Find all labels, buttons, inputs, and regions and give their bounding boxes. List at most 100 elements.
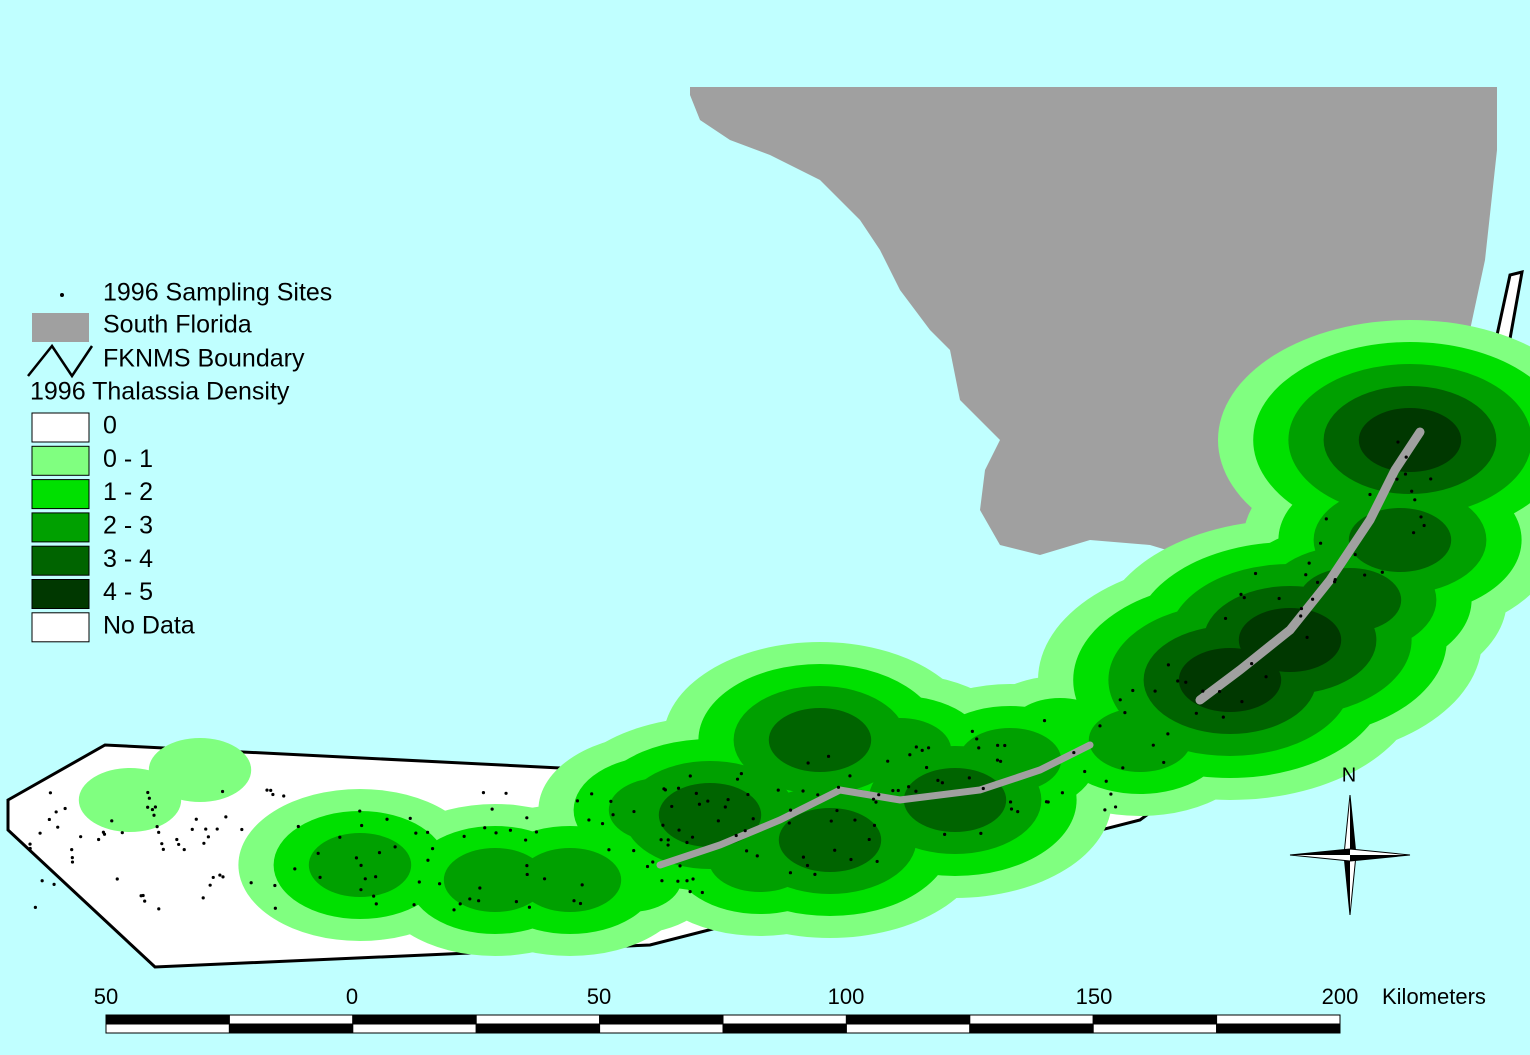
sampling-site [240, 827, 244, 832]
scale-segment [352, 1023, 477, 1034]
scale-segment [1216, 1023, 1341, 1034]
sampling-site [1153, 689, 1157, 693]
sampling-site [152, 813, 156, 817]
sampling-site [1404, 455, 1408, 459]
legend-swatch [31, 412, 90, 443]
sampling-site [1395, 477, 1399, 481]
sampling-site [115, 877, 119, 881]
sampling-site [527, 905, 532, 909]
sampling-site [363, 877, 367, 881]
sampling-site [374, 875, 378, 879]
sampling-site [1166, 663, 1170, 667]
lower-keys [656, 741, 1094, 869]
sampling-site [651, 860, 655, 864]
sampling-site [1429, 477, 1433, 481]
sampling-site [739, 772, 743, 776]
sampling-site [1123, 711, 1127, 715]
sampling-site [525, 816, 529, 820]
sampling-site [590, 792, 594, 796]
sampling-site [1194, 711, 1198, 715]
sampling-site [201, 896, 205, 900]
sampling-site [853, 818, 857, 822]
sampling-site [1016, 810, 1020, 814]
density-zone [518, 848, 622, 912]
sampling-site [338, 835, 342, 839]
sampling-site [1118, 698, 1122, 702]
sampling-site [907, 785, 911, 789]
sampling-site [211, 875, 215, 880]
sampling-site [1419, 515, 1423, 519]
sampling-site [269, 788, 273, 792]
sampling-site [661, 823, 665, 827]
sampling-site [926, 746, 931, 750]
sampling-site [477, 899, 481, 903]
sampling-site [920, 748, 924, 752]
sampling-site [611, 813, 615, 817]
sampling-site [271, 792, 275, 797]
sampling-site [481, 790, 486, 795]
sampling-site [221, 875, 225, 879]
scale-label: 150 [1076, 984, 1113, 1009]
sampling-site [414, 831, 418, 835]
legend-label: 1996 Sampling Sites [103, 279, 332, 307]
sampling-site [700, 890, 704, 895]
sampling-site [218, 873, 222, 877]
sampling-site [468, 897, 472, 901]
sampling-site [833, 848, 837, 852]
sampling-site [47, 817, 51, 822]
sampling-site [688, 890, 692, 894]
sampling-site [872, 823, 877, 827]
sampling-site [542, 877, 547, 881]
sampling-site [975, 737, 979, 741]
sampling-site [1299, 614, 1303, 618]
density-zone [778, 808, 882, 872]
sampling-site [202, 841, 206, 845]
sampling-site [813, 872, 817, 877]
sampling-site [896, 788, 900, 793]
sampling-site [609, 799, 613, 803]
sampling-site [874, 800, 878, 804]
legend-swatch [31, 479, 90, 510]
sampling-site [744, 849, 749, 853]
sampling-site [190, 827, 194, 831]
sampling-site [806, 761, 810, 765]
sampling-site [805, 863, 810, 868]
sampling-site [63, 806, 67, 811]
sampling-site [48, 791, 53, 795]
legend-label: 1 - 2 [103, 478, 153, 506]
sampling-site [110, 819, 114, 823]
sampling-site [691, 877, 695, 881]
sampling-site [776, 788, 780, 792]
sampling-site [1304, 573, 1308, 577]
sampling-site [877, 793, 881, 797]
sampling-site [1009, 807, 1014, 811]
scale-segment [475, 1014, 601, 1025]
sampling-site [426, 830, 430, 834]
sampling-site [685, 840, 689, 845]
sampling-site [524, 838, 528, 842]
sampling-site [940, 781, 944, 785]
sampling-site [816, 793, 820, 797]
legend-label: 2 - 3 [103, 512, 153, 540]
sampling-site [157, 830, 161, 834]
sampling-site [97, 837, 101, 842]
legend-swatch [31, 512, 90, 543]
sampling-site [690, 835, 695, 839]
sampling-site [160, 842, 164, 846]
sampling-site [374, 902, 378, 906]
sampling-site [437, 882, 442, 886]
sampling-site [924, 765, 929, 770]
sampling-site [150, 807, 155, 812]
sampling-site [723, 805, 727, 809]
sampling-site [224, 815, 228, 819]
sampling-site [697, 802, 702, 806]
sampling-site [1042, 719, 1047, 723]
legend-swatch [32, 313, 89, 342]
sampling-site [1003, 743, 1007, 748]
sampling-site [282, 794, 286, 798]
sampling-site [943, 832, 947, 836]
sampling-site [417, 880, 421, 884]
sampling-site [587, 818, 591, 822]
density-zone [1348, 508, 1452, 572]
sampling-site [139, 894, 143, 898]
